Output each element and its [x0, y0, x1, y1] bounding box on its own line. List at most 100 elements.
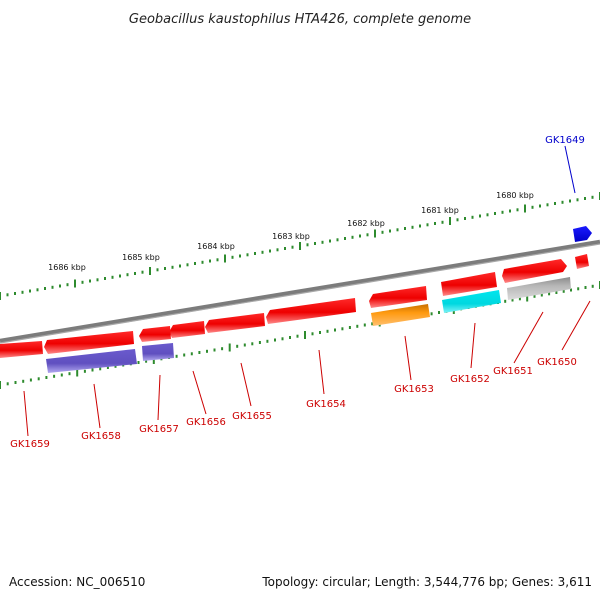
scale-tick-upper [29, 289, 31, 293]
scale-tick-upper [89, 279, 91, 283]
scale-tick-upper [81, 280, 84, 284]
scale-tick-upper [164, 267, 166, 270]
scale-tick-upper [209, 259, 211, 263]
scale-tick-upper [554, 202, 556, 205]
scale-tick-upper [374, 229, 376, 238]
scale-tick-lower [274, 338, 276, 342]
forward-track [0, 226, 592, 358]
feature-bar-cyan[interactable] [442, 290, 501, 313]
scale-tick-upper [119, 274, 121, 278]
scale-tick-lower [99, 367, 102, 371]
scale-tick-lower [37, 377, 40, 381]
gene-label-gk1655[interactable]: GK1655 [232, 411, 272, 422]
scale-tick-lower [68, 372, 71, 376]
gene-label-gk1649[interactable]: GK1649 [545, 135, 585, 146]
scale-tick-lower [221, 347, 224, 351]
scale-tick-lower [14, 381, 17, 384]
gene-label-gk1658[interactable]: GK1658 [81, 431, 121, 442]
scale-tick-upper [194, 262, 196, 265]
scale-tick-upper [269, 249, 271, 253]
scale-tick-upper [479, 214, 481, 218]
scale-tick-upper [276, 248, 279, 252]
map-title: Geobacillus kaustophilus HTA426, complet… [129, 12, 471, 27]
feature-bar-purple-1[interactable] [142, 343, 174, 361]
gene-arrow-gk1657[interactable] [139, 326, 171, 342]
feature-bar-purple-2[interactable] [46, 349, 137, 373]
scale-tick-upper [419, 224, 421, 228]
gene-arrow-gk1654[interactable] [266, 298, 356, 324]
scale-tick-upper [524, 204, 526, 213]
gene-labels: GK1649 GK1650 GK1651 GK1652 GK1653 GK165… [10, 135, 585, 450]
scale-tick-upper [186, 263, 189, 267]
scale-tick-upper [254, 252, 256, 255]
gene-arrow-gk1649[interactable] [573, 226, 592, 242]
scale-label-1685: 1685 kbp [122, 253, 160, 262]
scale-tick-lower [251, 342, 254, 346]
scale-tick-upper [231, 255, 234, 259]
scale-tick-upper [344, 237, 346, 240]
scale-tick-upper [441, 220, 444, 224]
gene-label-gk1652[interactable]: GK1652 [450, 374, 490, 385]
scale-tick-lower [319, 331, 321, 334]
scale-labels: 1686 kbp 1685 kbp 1684 kbp 1683 kbp 1682… [48, 191, 534, 272]
scale-tick-lower [584, 286, 587, 289]
scale-tick-lower [511, 298, 514, 302]
scale-tick-upper [546, 203, 549, 207]
scale-tick-lower [6, 382, 9, 386]
gene-arrow-gk1655[interactable] [205, 313, 265, 333]
scale-tick-lower [152, 356, 155, 364]
scale-tick-lower [175, 354, 178, 358]
scale-tick-lower [548, 292, 551, 296]
scale-tick-lower [518, 297, 521, 301]
gene-arrow-gk1651[interactable] [502, 259, 567, 283]
scale-tick-lower [591, 284, 594, 288]
scale-tick-upper [246, 253, 249, 257]
accession-text: Accession: NC_006510 [9, 575, 145, 589]
scale-tick-upper [111, 275, 114, 279]
gene-label-gk1659[interactable]: GK1659 [10, 439, 50, 450]
scale-tick-upper [584, 197, 586, 200]
feature-bar-orange[interactable] [371, 304, 430, 326]
scale-tick-lower [53, 374, 56, 378]
scale-tick-upper [51, 285, 54, 289]
scale-label-1683: 1683 kbp [272, 232, 310, 241]
scale-label-1682: 1682 kbp [347, 219, 385, 228]
gene-arrow-gk1653[interactable] [369, 286, 427, 308]
scale-tick-upper [21, 290, 24, 294]
gene-label-gk1650[interactable]: GK1650 [537, 357, 577, 368]
gene-label-gk1656[interactable]: GK1656 [186, 417, 226, 428]
scale-ticks [0, 192, 600, 389]
scale-tick-lower [555, 291, 558, 294]
feature-bar-gray[interactable] [507, 277, 571, 300]
gene-label-gk1653[interactable]: GK1653 [394, 384, 434, 395]
scale-tick-lower [213, 348, 216, 352]
scale-tick-lower [258, 341, 261, 344]
scale-tick-upper [426, 223, 429, 227]
gene-label-gk1657[interactable]: GK1657 [139, 424, 179, 435]
gene-label-gk1654[interactable]: GK1654 [306, 399, 346, 410]
gene-arrow-gk1656[interactable] [169, 321, 205, 338]
gene-label-gk1651[interactable]: GK1651 [493, 366, 533, 377]
gene-arrow-gk1650[interactable] [575, 254, 589, 269]
scale-tick-lower [83, 369, 86, 373]
gene-arrow-gk1652[interactable] [441, 272, 497, 296]
gene-arrow-gk1659[interactable] [0, 341, 43, 358]
scale-label-1680: 1680 kbp [496, 191, 534, 200]
scale-tick-lower [562, 289, 565, 293]
scale-tick-upper [239, 254, 241, 258]
scale-tick-lower [577, 287, 580, 291]
scale-tick-lower [236, 344, 239, 348]
scale-tick-lower [0, 381, 1, 389]
scale-tick-upper [576, 198, 579, 202]
scale-tick-upper [156, 268, 159, 272]
scale-tick-lower [430, 312, 433, 316]
scale-tick-upper [36, 288, 39, 292]
scale-tick-lower [371, 322, 374, 326]
gene-arrow-gk1658[interactable] [44, 331, 134, 354]
scale-tick-lower [60, 373, 63, 377]
scale-tick-upper [96, 278, 99, 282]
scale-tick-upper [0, 292, 1, 300]
scale-tick-upper [321, 240, 324, 244]
scale-tick-upper [591, 195, 594, 199]
